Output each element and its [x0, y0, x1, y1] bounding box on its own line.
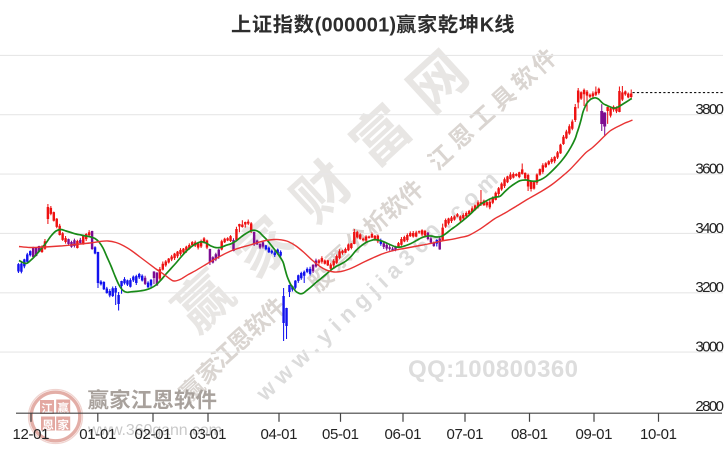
- svg-text:05-01: 05-01: [322, 426, 359, 443]
- svg-text:K: K: [480, 15, 495, 37]
- svg-text:3600: 3600: [695, 161, 724, 178]
- svg-text:08-01: 08-01: [511, 426, 548, 443]
- svg-text:(000001): (000001): [315, 15, 397, 37]
- svg-text:3000: 3000: [695, 339, 724, 356]
- svg-text:3800: 3800: [695, 101, 724, 118]
- svg-text:www.360gann.com: www.360gann.com: [87, 422, 222, 439]
- svg-text:10-01: 10-01: [640, 426, 677, 443]
- svg-text:12-01: 12-01: [13, 426, 50, 443]
- svg-text:QQ:100800360: QQ:100800360: [408, 356, 578, 383]
- svg-text:3200: 3200: [695, 279, 724, 296]
- svg-text:02-01: 02-01: [135, 426, 172, 443]
- svg-text:04-01: 04-01: [261, 426, 298, 443]
- svg-text:2800: 2800: [695, 398, 724, 415]
- svg-text:01-01: 01-01: [79, 426, 116, 443]
- svg-text:06-01: 06-01: [385, 426, 422, 443]
- svg-text:03-01: 03-01: [190, 426, 227, 443]
- svg-text:3400: 3400: [695, 220, 724, 237]
- svg-text:07-01: 07-01: [447, 426, 484, 443]
- svg-text:09-01: 09-01: [576, 426, 613, 443]
